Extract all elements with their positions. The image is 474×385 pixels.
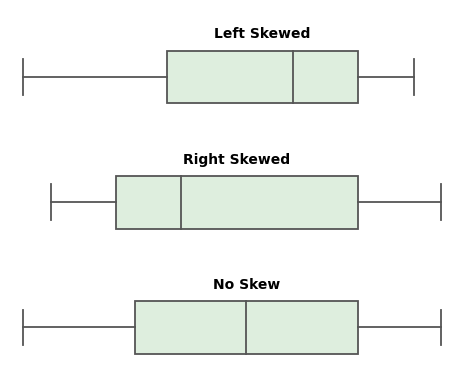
Text: Right Skewed: Right Skewed xyxy=(183,152,291,167)
Text: No Skew: No Skew xyxy=(213,278,280,292)
Bar xyxy=(116,176,358,229)
Text: Left Skewed: Left Skewed xyxy=(214,27,311,41)
Bar xyxy=(167,51,358,103)
Bar xyxy=(135,301,358,354)
